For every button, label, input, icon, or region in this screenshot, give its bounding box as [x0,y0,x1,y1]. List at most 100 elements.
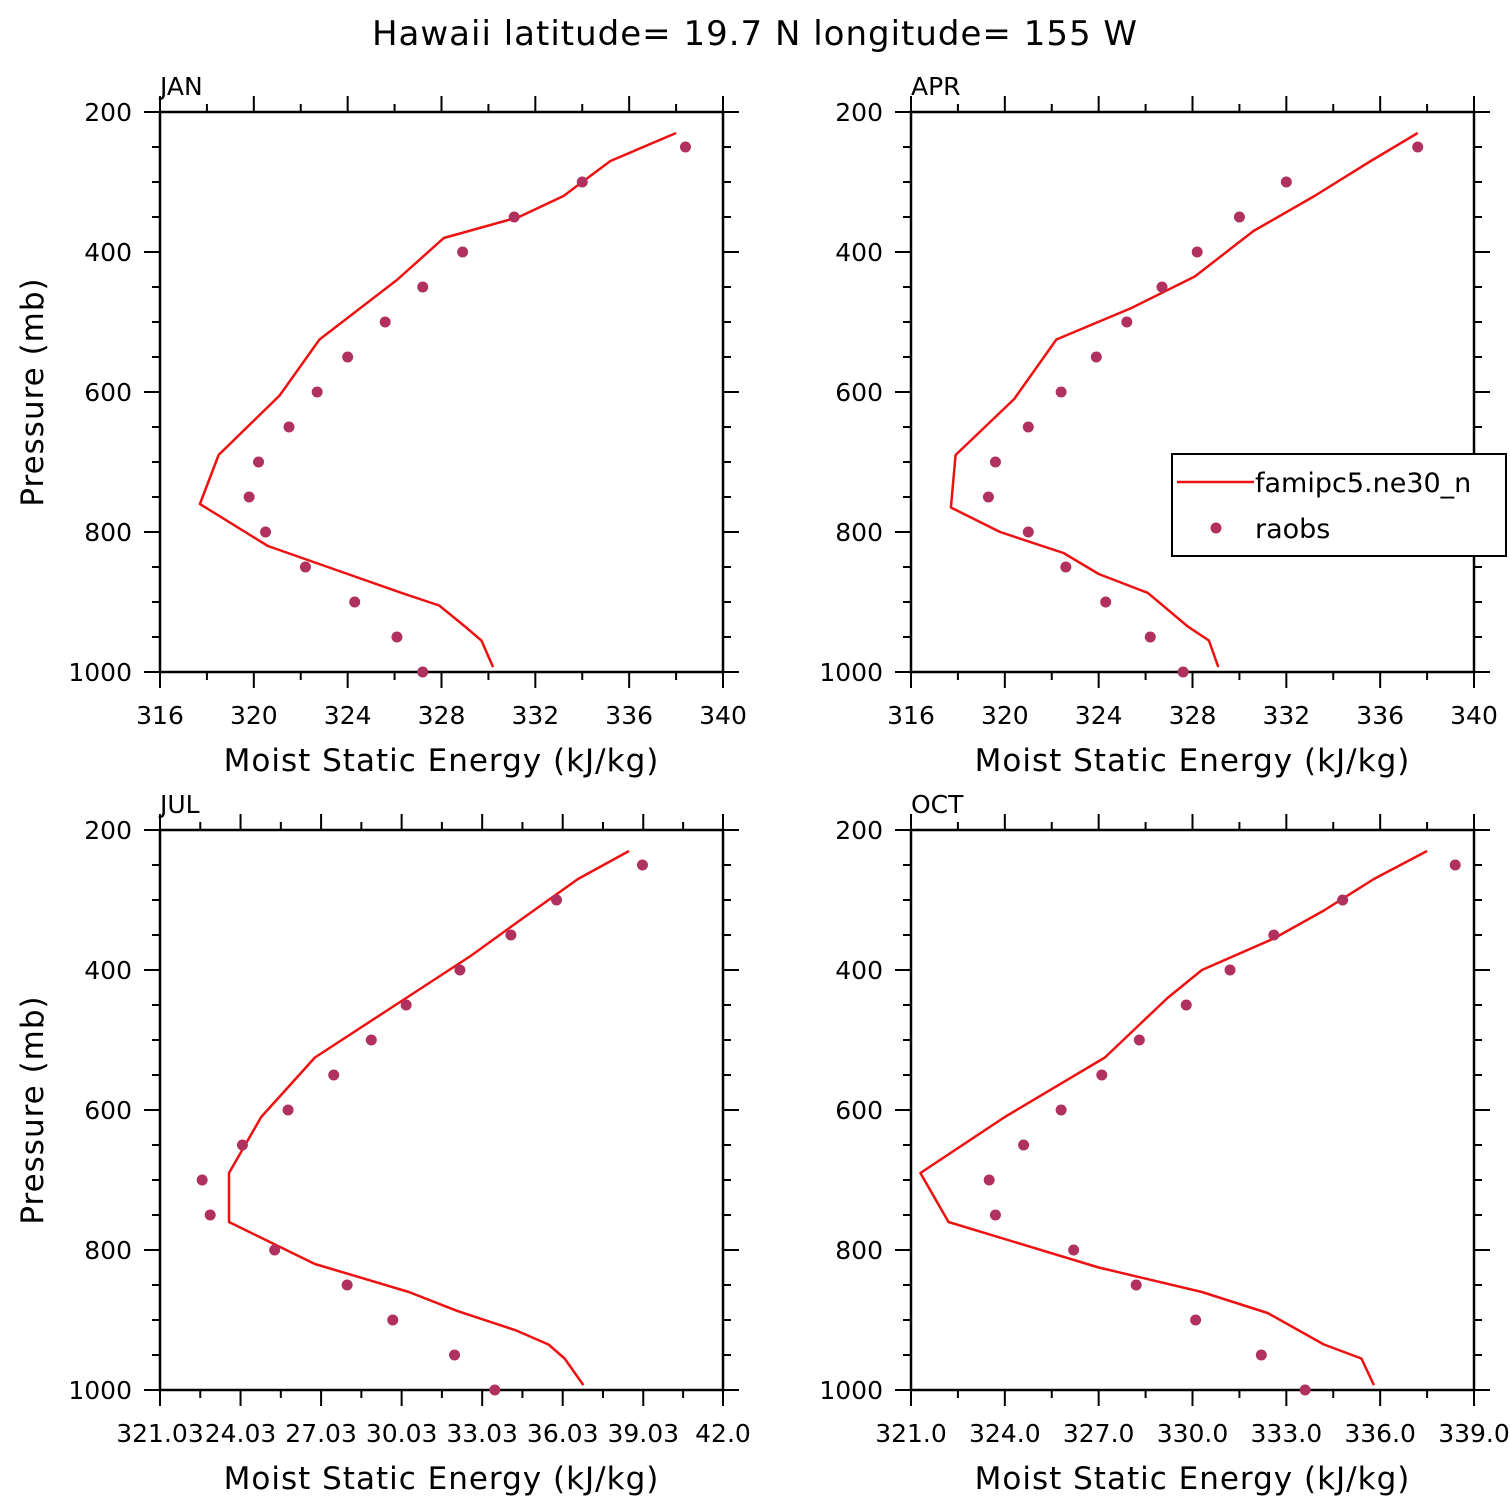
raobs-point [1191,246,1203,258]
raobs-point [365,1034,377,1046]
raobs-point [349,596,361,608]
raobs-point [551,894,563,906]
x-tick-label: 320 [230,701,278,730]
x-tick-label: 340 [1450,701,1498,730]
x-tick-label: 339.0 [1438,1419,1510,1448]
x-tick-label: 324.0 [969,1419,1041,1448]
y-tick-label: 1000 [68,1376,132,1405]
x-tick-label: 27.03 [285,1419,357,1448]
y-tick-label: 400 [84,238,132,267]
legend-box [1171,453,1507,557]
raobs-point [1412,141,1424,153]
x-tick-label: 336 [1356,701,1404,730]
x-tick-label: 336 [605,701,653,730]
raobs-point [1337,894,1349,906]
raobs-point [1100,596,1112,608]
x-tick-label: 24.03 [205,1419,277,1448]
raobs-point [1449,859,1461,871]
x-tick-label: 39.03 [607,1419,679,1448]
x-tick-label: 328 [1169,701,1217,730]
y-tick-label: 1000 [68,658,132,687]
raobs-point [1190,1314,1202,1326]
y-axis-label: Pressure (mb) [15,995,51,1224]
raobs-point [1255,1349,1267,1361]
y-tick-label: 600 [84,378,132,407]
x-tick-label: 327.0 [1063,1419,1135,1448]
x-tick-label: 321.03 [116,1419,203,1448]
raobs-point [636,859,648,871]
x-tick-label: 328 [418,701,466,730]
panel-label: JAN [158,72,203,101]
raobs-point [1280,176,1292,188]
x-tick-label: 332 [1262,701,1310,730]
raobs-point [282,1104,294,1116]
panel-oct: OCT 200 400 600 800 1000 321.0 324.0 327.0 330.0 3… [819,790,1509,1497]
y-tick-label: 400 [835,238,883,267]
legend-dot-swatch [1210,522,1222,534]
x-axis-label: Moist Static Energy (kJ/kg) [975,743,1411,779]
x-tick-label: 316 [887,701,935,730]
raobs-point [1233,211,1245,223]
x-tick-label: 36.03 [527,1419,599,1448]
legend-label-obs: raobs [1255,514,1330,545]
raobs-point [489,1384,501,1396]
raobs-point [1090,351,1102,363]
x-tick-label: 332 [511,701,559,730]
y-tick-label: 800 [835,1236,883,1265]
panel-label: JUL [158,790,200,819]
x-tick-label: 316 [136,701,184,730]
model-series-line [198,131,677,668]
panel-jul: JUL 200 400 600 800 1000 321.03 24.03 27.03 30.03… [15,790,751,1497]
model-series-line [919,849,1428,1386]
raobs-point [1060,561,1072,573]
x-tick-label: 324 [324,701,372,730]
model-series-line [949,131,1419,668]
x-tick-label: 30.03 [366,1419,438,1448]
x-tick-label: 42.0 [695,1419,751,1448]
raobs-point [1022,421,1034,433]
raobs-point [457,246,469,258]
x-axis-label: Moist Static Energy (kJ/kg) [224,743,660,779]
raobs-point [1055,1104,1067,1116]
raobs-point [260,526,272,538]
x-tick-label: 336.0 [1344,1419,1416,1448]
raobs-point [299,561,311,573]
raobs-point [243,491,255,503]
raobs-point [982,491,994,503]
raobs-point [236,1139,248,1151]
raobs-point [253,456,265,468]
x-tick-label: 324 [1075,701,1123,730]
y-tick-label: 400 [84,956,132,985]
legend-label-model: famipc5.ne30_n [1255,468,1471,499]
panel-label: APR [911,72,961,101]
y-tick-label: 600 [835,1096,883,1125]
y-tick-label: 200 [84,816,132,845]
plot-frame [158,110,725,674]
raobs-point [1180,999,1192,1011]
raobs-point [1144,631,1156,643]
y-axis-label: Pressure (mb) [15,277,51,506]
plot-frame [909,828,1476,1392]
raobs-point [204,1209,216,1221]
plot-frame [909,110,1476,674]
y-tick-label: 800 [84,1236,132,1265]
raobs-point [1268,929,1280,941]
raobs-point [1224,964,1236,976]
raobs-point [269,1244,281,1256]
y-tick-label: 200 [84,98,132,127]
x-tick-label: 320 [981,701,1029,730]
raobs-point [196,1174,208,1186]
raobs-point [283,421,295,433]
y-tick-label: 600 [84,1096,132,1125]
raobs-point [379,316,391,328]
y-tick-label: 200 [835,816,883,845]
raobs-point [1130,1279,1142,1291]
raobs-point [679,141,691,153]
x-tick-label: 33.03 [446,1419,518,1448]
raobs-point [1018,1139,1030,1151]
raobs-point [387,1314,399,1326]
y-tick-label: 400 [835,956,883,985]
raobs-point [311,386,323,398]
y-tick-label: 1000 [819,658,883,687]
